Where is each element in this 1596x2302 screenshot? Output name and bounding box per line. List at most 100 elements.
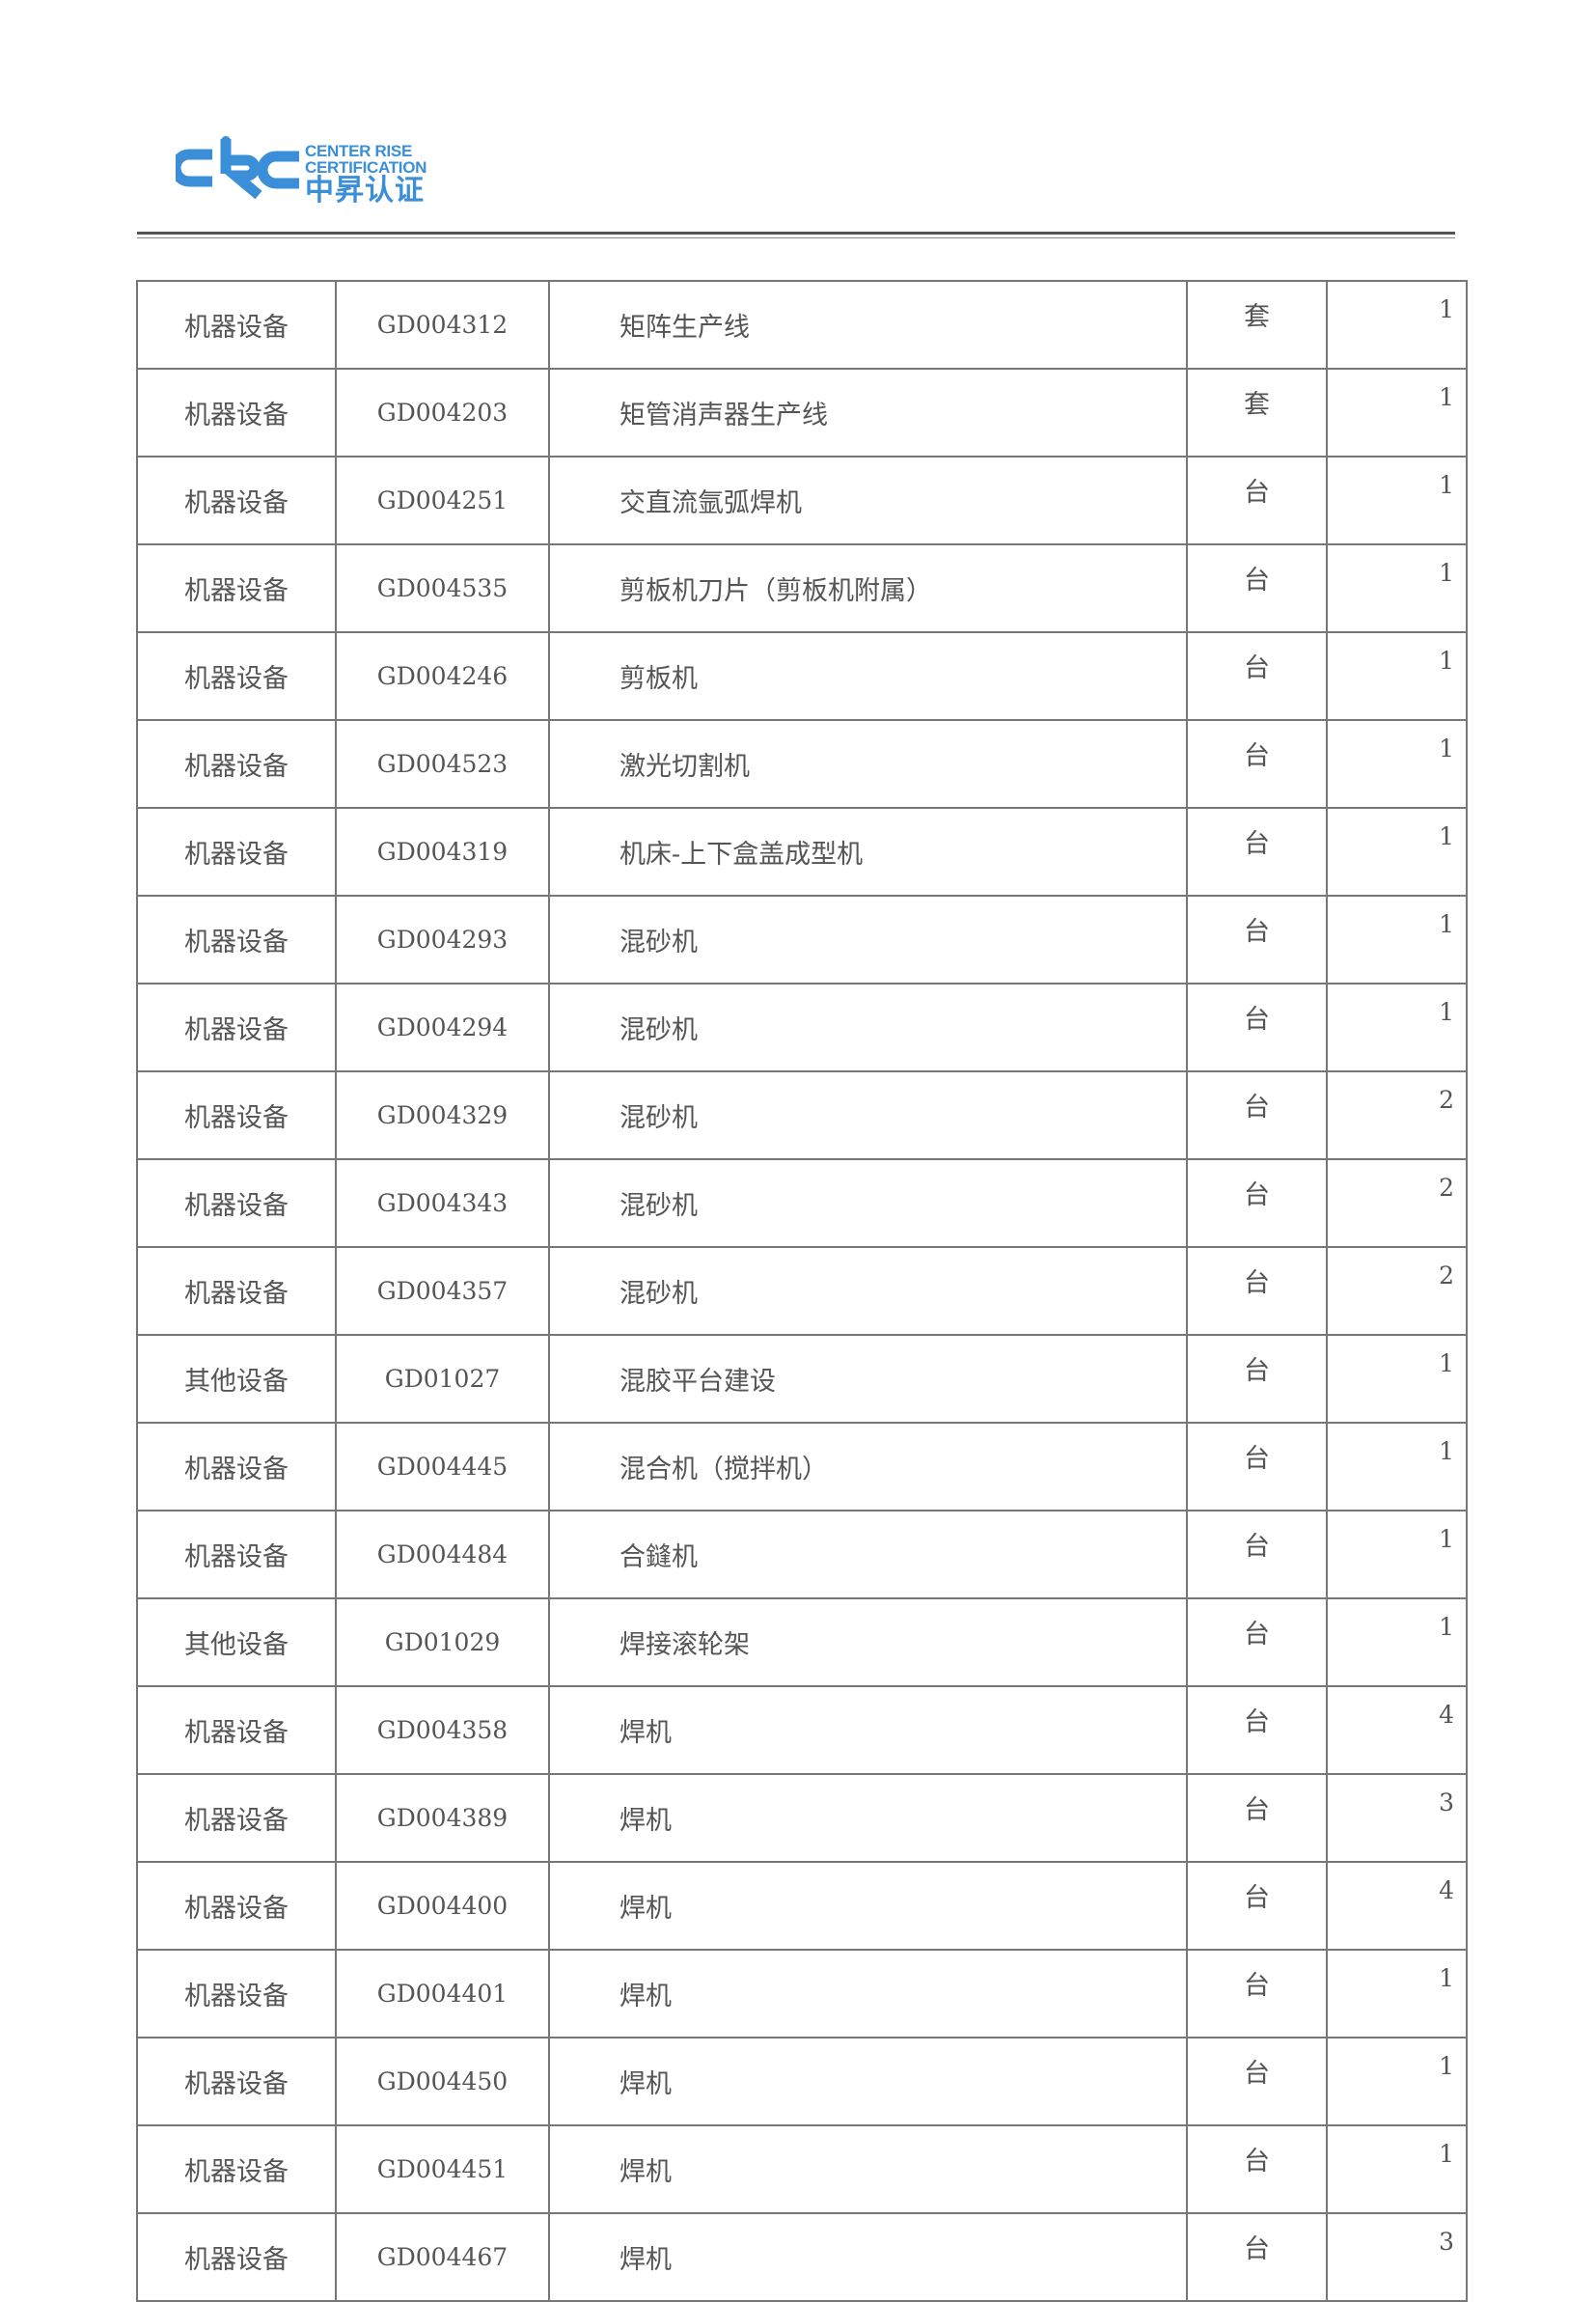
table-row: 其他设备 GD01029 焊接滚轮架台 1 xyxy=(136,1597,1468,1687)
table-row: 机器设备 GD004246 剪板机台 1 xyxy=(136,631,1468,721)
cell-unit: 台 xyxy=(1186,1949,1328,2039)
table-row: 机器设备 GD004294 混砂机台 1 xyxy=(136,983,1468,1072)
cell-unit: 台 xyxy=(1186,543,1328,633)
cell-name: 混砂机 xyxy=(548,1070,1188,1160)
cell-name: 焊机 xyxy=(548,1861,1188,1951)
table-row: 机器设备 GD004484 合鏠机台 1 xyxy=(136,1510,1468,1599)
cell-name: 焊接滚轮架 xyxy=(548,1597,1188,1687)
cell-category: 机器设备 xyxy=(136,2124,337,2214)
cell-category: 其他设备 xyxy=(136,1334,337,1424)
cell-unit: 台 xyxy=(1186,719,1328,809)
cell-name: 焊机 xyxy=(548,1949,1188,2039)
cell-category: 机器设备 xyxy=(136,895,337,985)
cell-qty: 1 xyxy=(1326,807,1468,897)
table-row: 机器设备 GD004312 矩阵生产线套 1 xyxy=(136,280,1468,370)
cell-category: 机器设备 xyxy=(136,983,337,1072)
cell-code: GD004312 xyxy=(335,280,550,370)
cell-code: GD004401 xyxy=(335,1949,550,2039)
cell-code: GD004293 xyxy=(335,895,550,985)
cell-name: 焊机 xyxy=(548,1773,1188,1863)
table-row: 机器设备 GD004400 焊机台 4 xyxy=(136,1861,1468,1951)
table-row: 机器设备 GD004535 剪板机刀片（剪板机附属）台 1 xyxy=(136,543,1468,633)
cell-code: GD004467 xyxy=(335,2212,550,2302)
equipment-table: 机器设备 GD004312 矩阵生产线套 1 机器设备 GD004203 矩管消声器生产线套… xyxy=(136,280,1468,2302)
cell-code: GD01029 xyxy=(335,1597,550,1687)
cell-code: GD004535 xyxy=(335,543,550,633)
cell-code: GD004294 xyxy=(335,983,550,1072)
cell-name: 剪板机刀片（剪板机附属） xyxy=(548,543,1188,633)
cell-name: 焊机 xyxy=(548,1685,1188,1775)
cell-unit: 台 xyxy=(1186,2212,1328,2302)
cell-qty: 1 xyxy=(1326,1597,1468,1687)
table-row: 机器设备 GD004251 交直流氩弧焊机台 1 xyxy=(136,456,1468,545)
cell-category: 机器设备 xyxy=(136,2212,337,2302)
table-row: 机器设备 GD004451 焊机台 1 xyxy=(136,2124,1468,2214)
cell-category: 机器设备 xyxy=(136,1949,337,2039)
cell-unit: 台 xyxy=(1186,1334,1328,1424)
logo-en-line2: CERTIFICATION xyxy=(305,158,427,177)
company-logo: CENTER RISE CERTIFICATION 中昇认证 xyxy=(176,135,465,212)
table-row: 机器设备 GD004389 焊机台 3 xyxy=(136,1773,1468,1863)
cell-code: GD004450 xyxy=(335,2037,550,2126)
cell-unit: 台 xyxy=(1186,1861,1328,1951)
table-row: 机器设备 GD004450 焊机台 1 xyxy=(136,2037,1468,2126)
cell-unit: 台 xyxy=(1186,807,1328,897)
cell-category: 机器设备 xyxy=(136,1773,337,1863)
cell-code: GD004357 xyxy=(335,1246,550,1336)
cell-name: 剪板机 xyxy=(548,631,1188,721)
cell-category: 机器设备 xyxy=(136,1070,337,1160)
cell-qty: 1 xyxy=(1326,456,1468,545)
cell-name: 激光切割机 xyxy=(548,719,1188,809)
cell-category: 机器设备 xyxy=(136,280,337,370)
cell-category: 机器设备 xyxy=(136,1685,337,1775)
cell-unit: 台 xyxy=(1186,1422,1328,1512)
cell-qty: 1 xyxy=(1326,719,1468,809)
cell-name: 合鏠机 xyxy=(548,1510,1188,1599)
cell-category: 机器设备 xyxy=(136,1158,337,1248)
table-row: 机器设备 GD004401 焊机台 1 xyxy=(136,1949,1468,2039)
cell-unit: 台 xyxy=(1186,456,1328,545)
cell-qty: 1 xyxy=(1326,1334,1468,1424)
cell-name: 矩阵生产线 xyxy=(548,280,1188,370)
cell-code: GD004203 xyxy=(335,368,550,458)
table-row: 机器设备 GD004293 混砂机台 1 xyxy=(136,895,1468,985)
cell-unit: 台 xyxy=(1186,983,1328,1072)
cell-category: 机器设备 xyxy=(136,1422,337,1512)
cell-code: GD004251 xyxy=(335,456,550,545)
cell-unit: 台 xyxy=(1186,1685,1328,1775)
table-row: 机器设备 GD004467 焊机台 3 xyxy=(136,2212,1468,2302)
cell-name: 焊机 xyxy=(548,2212,1188,2302)
cell-unit: 套 xyxy=(1186,280,1328,370)
cell-code: GD004246 xyxy=(335,631,550,721)
table-row: 机器设备 GD004203 矩管消声器生产线套 1 xyxy=(136,368,1468,458)
cell-category: 机器设备 xyxy=(136,1861,337,1951)
cell-qty: 1 xyxy=(1326,895,1468,985)
cell-category: 机器设备 xyxy=(136,631,337,721)
cell-code: GD004400 xyxy=(335,1861,550,1951)
cell-unit: 台 xyxy=(1186,1510,1328,1599)
cell-unit: 台 xyxy=(1186,1158,1328,1248)
cell-code: GD004329 xyxy=(335,1070,550,1160)
cell-qty: 4 xyxy=(1326,1685,1468,1775)
cell-code: GD004343 xyxy=(335,1158,550,1248)
table-row: 机器设备 GD004445 混合机（搅拌机）台 1 xyxy=(136,1422,1468,1512)
cell-qty: 1 xyxy=(1326,631,1468,721)
table-row: 其他设备 GD01027 混胶平台建设台 1 xyxy=(136,1334,1468,1424)
cell-qty: 3 xyxy=(1326,2212,1468,2302)
table-row: 机器设备 GD004329 混砂机台 2 xyxy=(136,1070,1468,1160)
cell-code: GD004358 xyxy=(335,1685,550,1775)
cell-qty: 1 xyxy=(1326,1510,1468,1599)
cell-category: 机器设备 xyxy=(136,807,337,897)
cell-qty: 1 xyxy=(1326,543,1468,633)
cell-name: 混砂机 xyxy=(548,1158,1188,1248)
cell-name: 机床-上下盒盖成型机 xyxy=(548,807,1188,897)
cell-qty: 3 xyxy=(1326,1773,1468,1863)
cell-qty: 1 xyxy=(1326,1422,1468,1512)
cell-qty: 2 xyxy=(1326,1158,1468,1248)
cell-name: 矩管消声器生产线 xyxy=(548,368,1188,458)
cell-name: 混砂机 xyxy=(548,895,1188,985)
cell-category: 机器设备 xyxy=(136,2037,337,2126)
table-row: 机器设备 GD004523 激光切割机台 1 xyxy=(136,719,1468,809)
cell-name: 焊机 xyxy=(548,2037,1188,2126)
cell-unit: 台 xyxy=(1186,895,1328,985)
